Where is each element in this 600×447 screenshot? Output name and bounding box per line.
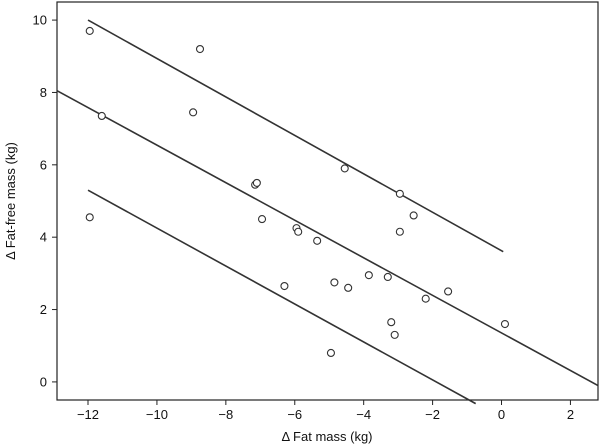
x-tick-label: −12	[77, 407, 99, 422]
x-tick-label: −6	[287, 407, 302, 422]
y-tick-label: 8	[40, 85, 47, 100]
plot-frame	[56, 1, 599, 401]
data-point	[387, 318, 396, 327]
y-tick-label: 6	[40, 157, 47, 172]
y-axis-ticks: 0 2 4 6 8 10	[33, 13, 57, 389]
x-tick-label: 2	[567, 407, 574, 422]
x-tick-label: −2	[425, 407, 440, 422]
trend-line	[56, 89, 599, 387]
trend-line	[87, 19, 504, 253]
y-tick-label: 2	[40, 302, 47, 317]
data-point	[195, 44, 205, 54]
data-point	[189, 108, 198, 117]
data-point	[330, 278, 339, 287]
data-point	[340, 164, 349, 173]
data-point	[252, 178, 261, 187]
data-point	[294, 227, 303, 236]
data-point	[326, 348, 335, 358]
data-point	[97, 111, 106, 121]
x-tick-label: −8	[218, 407, 233, 422]
data-point	[257, 215, 267, 224]
data-point	[313, 236, 322, 245]
data-point	[390, 330, 399, 339]
x-tick-label: −4	[356, 407, 371, 422]
data-point	[344, 283, 353, 292]
trend-lines	[56, 19, 599, 405]
data-point	[383, 272, 392, 282]
x-axis-ticks: −12 −10 −8 −6 −4 −2 0 2	[77, 400, 574, 422]
y-axis-label: Δ Fat-free mass (kg)	[3, 142, 18, 260]
trend-line	[87, 189, 477, 405]
data-point	[409, 211, 418, 220]
data-point	[421, 294, 430, 303]
data-point	[85, 213, 94, 222]
data-point	[395, 189, 404, 198]
data-points	[85, 26, 510, 358]
y-tick-label: 10	[33, 13, 47, 28]
data-point	[395, 227, 404, 236]
x-axis-label: Δ Fat mass (kg)	[281, 429, 372, 444]
data-point	[280, 281, 289, 291]
y-tick-label: 0	[40, 374, 47, 389]
data-point	[500, 319, 510, 329]
x-tick-label: 0	[498, 407, 505, 422]
data-point	[364, 271, 373, 280]
y-tick-label: 4	[40, 230, 47, 245]
x-tick-label: −10	[146, 407, 168, 422]
data-point	[444, 287, 453, 296]
data-point	[85, 26, 94, 35]
